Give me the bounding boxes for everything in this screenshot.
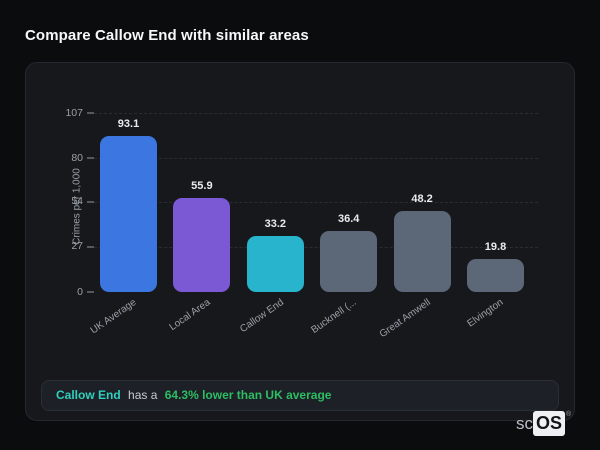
note-area-name: Callow End (56, 388, 121, 402)
note-middle-text: has a (128, 388, 158, 402)
x-axis-label-text: Elvington (465, 297, 506, 330)
gridline-80 (94, 158, 538, 160)
y-tick-label-0: 0 (77, 285, 83, 298)
bar-great-amwell (393, 211, 451, 292)
gridline-54 (94, 201, 538, 203)
bar-value-label: 19.8 (484, 240, 507, 253)
y-tick-mark-80 (87, 157, 94, 160)
page-title: Compare Callow End with similar areas (25, 27, 309, 44)
registered-trademark-icon: ® (566, 411, 572, 418)
x-axis-label: Elvington (390, 297, 506, 330)
comparison-chart-card: Crimes per 1,000 0 27 54 80 107 93.1 UK Averag… (25, 62, 575, 421)
scos-logo-prefix: sc (516, 414, 533, 433)
bar-bucknell (320, 231, 378, 292)
y-tick-mark-0 (87, 291, 94, 293)
bar-value-label: 36.4 (337, 213, 360, 226)
y-tick-label-80: 80 (71, 151, 83, 164)
scos-logo-box: OS (533, 411, 566, 436)
y-tick-label-27: 27 (71, 240, 83, 253)
y-tick-mark-54 (87, 200, 94, 203)
y-tick-label-107: 107 (65, 106, 83, 119)
y-tick-mark-27 (87, 245, 94, 248)
y-tick-mark-107 (87, 112, 94, 114)
bar-local-area (173, 198, 231, 292)
bar-uk-average (100, 136, 157, 292)
comparison-note: Callow End has a 64.3% lower than UK ave… (41, 380, 559, 411)
y-tick-label-54: 54 (71, 195, 83, 208)
bar-value-label: 55.9 (191, 180, 213, 193)
bar-elvington (467, 258, 524, 292)
bar-value-label: 93.1 (117, 118, 140, 131)
gridline-107 (94, 113, 538, 114)
bar-callow-end (246, 236, 304, 292)
scos-logo: sc OS ® (516, 411, 571, 436)
bar-value-label: 33.2 (264, 218, 286, 231)
note-stat-text: 64.3% lower than UK average (164, 388, 332, 402)
gridline-27 (94, 246, 538, 248)
bar-value-label: 48.2 (411, 193, 433, 206)
